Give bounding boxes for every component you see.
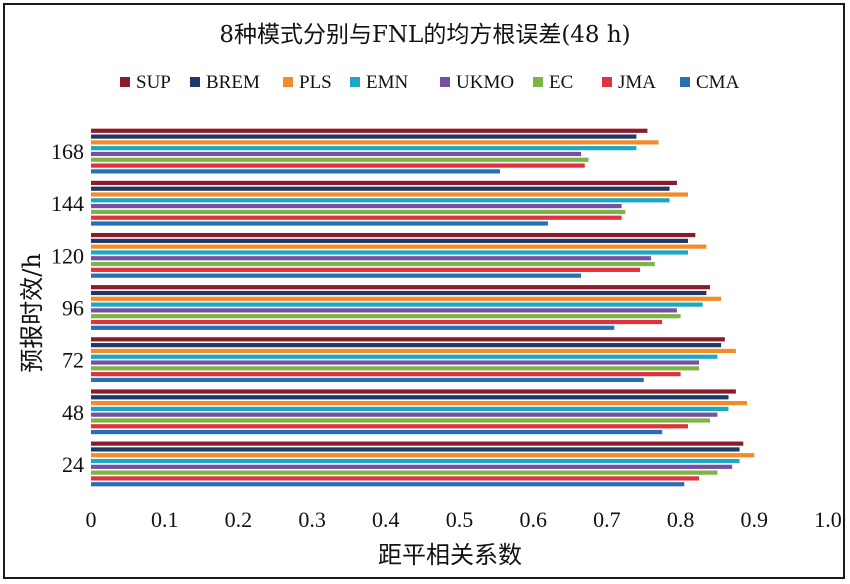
bar-120-cma	[91, 273, 582, 278]
bar-72-pls	[91, 348, 736, 354]
bar-120-sup	[91, 232, 696, 238]
x-axis-ticks: 0 0.1 0.2 0.3 0.4 0.5 0.6 0.7 0.8 0.9 1.0	[86, 507, 842, 532]
bar-72-sup	[91, 337, 725, 342]
bar-144-ukmo	[91, 204, 622, 209]
y-tick-label: 72	[62, 348, 84, 373]
y-tick-label: 144	[51, 191, 84, 216]
bar-48-ec	[91, 418, 711, 423]
x-tick-label: 0.6	[519, 507, 547, 532]
bar-144-cma	[91, 221, 548, 226]
bar-72-jma	[91, 372, 681, 377]
legend-label-emn: EMN	[366, 72, 409, 93]
legend-label-pls: PLS	[299, 72, 332, 93]
bar-48-sup	[91, 389, 736, 394]
x-tick-label: 0.1	[151, 507, 179, 532]
legend-swatch-ukmo	[440, 77, 450, 87]
bar-96-jma	[91, 319, 663, 325]
legend-swatch-pls	[283, 77, 293, 87]
y-tick-label: 120	[51, 243, 84, 268]
legend-swatch-emn	[350, 77, 360, 87]
legend-swatch-jma	[602, 77, 612, 87]
bar-96-ukmo	[91, 308, 677, 313]
x-tick-label: 0	[86, 507, 97, 532]
bar-24-pls	[91, 453, 755, 458]
bar-48-brem	[91, 395, 729, 400]
legend-swatch-sup	[120, 77, 130, 87]
y-tick-label: 168	[51, 139, 84, 164]
y-axis-ticks: 24 48 72 96 120 144 168	[51, 139, 84, 477]
bar-96-pls	[91, 296, 722, 301]
plot-area	[91, 128, 755, 487]
y-tick-label: 48	[62, 400, 84, 425]
bar-48-emn	[91, 406, 729, 411]
bar-24-ukmo	[91, 464, 733, 469]
bar-24-ec	[91, 470, 718, 475]
bar-120-ec	[91, 261, 655, 267]
bar-48-cma	[91, 429, 663, 435]
legend-swatch-brem	[190, 77, 200, 87]
bar-48-jma	[91, 424, 688, 429]
bar-144-ec	[91, 209, 626, 215]
y-tick-label: 24	[62, 452, 84, 477]
bar-24-cma	[91, 482, 685, 487]
bar-144-pls	[91, 192, 688, 197]
bar-96-brem	[91, 290, 707, 296]
bar-72-cma	[91, 377, 644, 383]
bar-168-jma	[91, 163, 585, 168]
legend-swatch-cma	[680, 77, 690, 87]
x-tick-label: 0.2	[225, 507, 253, 532]
bar-72-ukmo	[91, 360, 700, 365]
bar-168-brem	[91, 134, 637, 139]
bar-144-jma	[91, 215, 622, 220]
y-axis-label: 预报时效/h	[18, 253, 46, 373]
bar-96-ec	[91, 314, 681, 319]
legend-swatch-ec	[533, 77, 543, 87]
bar-120-emn	[91, 250, 688, 255]
legend-label-brem: BREM	[206, 72, 260, 93]
bar-168-pls	[91, 140, 659, 145]
bar-72-ec	[91, 366, 700, 371]
x-tick-label: 0.5	[446, 507, 474, 532]
legend-label-ec: EC	[549, 72, 573, 93]
x-tick-label: 0.4	[372, 507, 400, 532]
legend-label-sup: SUP	[136, 72, 171, 93]
x-axis-label: 距平相关系数	[378, 541, 522, 569]
bar-24-emn	[91, 458, 740, 464]
bar-144-sup	[91, 180, 677, 186]
bar-168-ec	[91, 157, 589, 162]
bar-168-sup	[91, 128, 648, 133]
bar-144-emn	[91, 198, 670, 203]
bar-168-ukmo	[91, 151, 582, 157]
legend: SUP BREM PLS EMN UKMO EC JMA CMA	[120, 72, 740, 93]
bar-96-cma	[91, 325, 615, 330]
legend-label-jma: JMA	[618, 72, 656, 93]
legend-label-cma: CMA	[696, 72, 740, 93]
x-tick-label: 0.9	[741, 507, 769, 532]
x-tick-label: 0.8	[667, 507, 695, 532]
bar-48-ukmo	[91, 412, 718, 417]
bar-168-cma	[91, 169, 501, 174]
bar-24-brem	[91, 447, 740, 452]
legend-label-ukmo: UKMO	[456, 72, 514, 93]
bar-24-jma	[91, 476, 700, 481]
chart-title: 8种模式分别与FNL的均方根误差(48 h)	[219, 22, 630, 48]
bar-120-brem	[91, 238, 688, 243]
bar-144-brem	[91, 186, 670, 191]
x-tick-label: 0.3	[298, 507, 326, 532]
bar-72-brem	[91, 343, 722, 348]
bar-120-ukmo	[91, 256, 652, 261]
bar-120-pls	[91, 244, 707, 249]
bar-72-emn	[91, 354, 718, 359]
bar-120-jma	[91, 267, 641, 272]
x-tick-label: 0.7	[593, 507, 621, 532]
x-tick-label: 1.0	[814, 507, 842, 532]
bar-96-emn	[91, 302, 703, 307]
bar-48-pls	[91, 400, 747, 406]
bar-168-emn	[91, 146, 637, 151]
bar-24-sup	[91, 441, 744, 446]
bar-96-sup	[91, 285, 711, 290]
y-tick-label: 96	[62, 296, 84, 321]
